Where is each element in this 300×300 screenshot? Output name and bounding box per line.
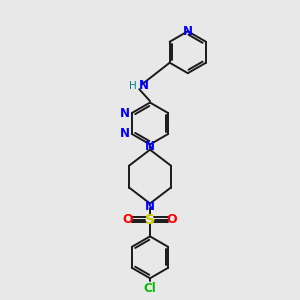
Text: N: N xyxy=(139,79,149,92)
Text: N: N xyxy=(183,25,193,38)
Text: O: O xyxy=(167,213,177,226)
Text: N: N xyxy=(145,140,155,153)
Text: N: N xyxy=(119,106,130,119)
Text: N: N xyxy=(119,128,130,140)
Text: S: S xyxy=(145,212,155,226)
Text: H: H xyxy=(129,81,137,91)
Text: O: O xyxy=(123,213,134,226)
Text: Cl: Cl xyxy=(144,282,156,295)
Text: N: N xyxy=(145,200,155,213)
